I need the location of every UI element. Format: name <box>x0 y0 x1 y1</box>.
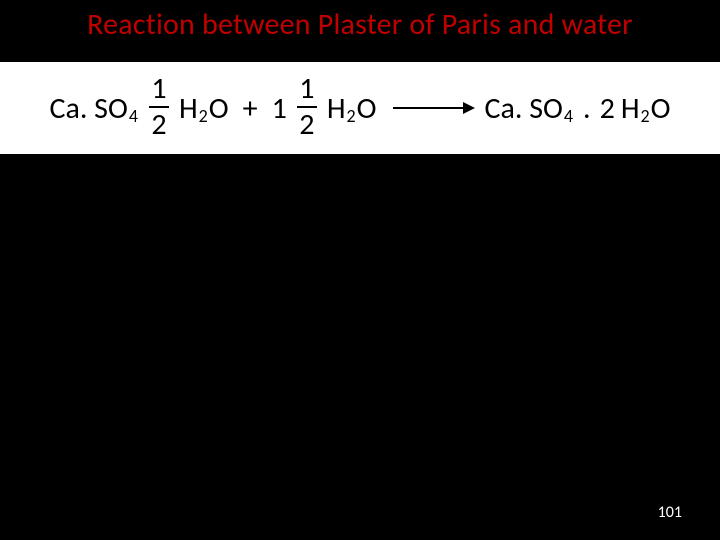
rhs-caso4-sub: 4 <box>564 105 573 127</box>
lhs-h2o2-o: O <box>357 90 377 127</box>
lhs-frac-1: 1 2 <box>149 74 169 140</box>
lhs-h2o2-h: H <box>327 90 346 127</box>
lhs-caso4: Ca. SO 4 <box>49 90 139 127</box>
lhs-h2o-2: H 2 O <box>327 90 377 127</box>
lhs-frac2-den: 2 <box>299 110 314 140</box>
equation-container: Ca. SO 4 1 2 H 2 O + 1 1 2 H 2 O Ca. SO <box>0 62 720 154</box>
lhs-h2o1-sub: 2 <box>199 105 208 127</box>
chemical-equation: Ca. SO 4 1 2 H 2 O + 1 1 2 H 2 O Ca. SO <box>35 75 684 141</box>
lhs-h2o1-h: H <box>179 90 198 127</box>
lhs-h2o2-sub: 2 <box>347 105 356 127</box>
lhs-caso4-text: Ca. SO <box>49 90 127 127</box>
page-number: 101 <box>658 503 682 522</box>
rhs-caso4-text: Ca. SO <box>485 90 563 127</box>
lhs-h2o1-o: O <box>209 90 229 127</box>
rhs-h2o-o: O <box>651 90 671 127</box>
lhs-coeff-1: 1 <box>272 90 287 127</box>
rhs-h2o: H 2 O <box>621 90 671 127</box>
lhs-caso4-sub: 4 <box>129 105 138 127</box>
lhs-frac1-den: 2 <box>151 110 166 140</box>
plus-sign: + <box>243 90 258 127</box>
hydrate-dot: . <box>583 90 591 127</box>
rhs-coeff-2: 2 <box>600 90 615 127</box>
rhs-h2o-h: H <box>621 90 640 127</box>
lhs-frac2-num: 1 <box>299 74 314 104</box>
lhs-frac1-num: 1 <box>151 74 166 104</box>
rhs-caso4: Ca. SO 4 <box>485 90 575 127</box>
lhs-frac-2: 1 2 <box>297 74 317 140</box>
lhs-h2o-1: H 2 O <box>179 90 229 127</box>
reaction-arrow <box>393 107 473 109</box>
rhs-h2o-sub: 2 <box>641 105 650 127</box>
slide-title: Reaction between Plaster of Paris and wa… <box>0 0 720 43</box>
